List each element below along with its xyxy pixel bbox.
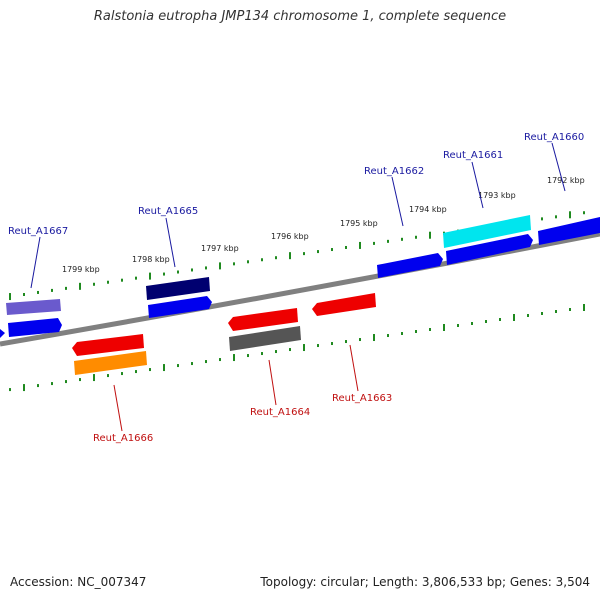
gene-label-reut-a1660[interactable]: Reut_A1660 (524, 132, 584, 143)
gene-label-reut-a1665[interactable]: Reut_A1665 (138, 206, 198, 217)
accession-text: Accession: NC_007347 (10, 575, 147, 589)
label-leader-lines (30, 142, 566, 432)
gene-label-reut-a1664[interactable]: Reut_A1664 (250, 407, 310, 418)
kbp-label-1796: 1796 kbp (271, 232, 309, 241)
gene-label-reut-a1662[interactable]: Reut_A1662 (364, 166, 424, 177)
kbp-label-1798: 1798 kbp (132, 255, 170, 264)
gene-label-reut-a1663[interactable]: Reut_A1663 (332, 393, 392, 404)
kbp-label-1797: 1797 kbp (201, 244, 239, 253)
gene-forward-row-inner[interactable] (0, 217, 600, 338)
kbp-label-1792: 1792 kbp (547, 176, 585, 185)
kbp-label-1794: 1794 kbp (409, 205, 447, 214)
gene-label-reut-a1666[interactable]: Reut_A1666 (93, 433, 153, 444)
chromosome-backbone (0, 231, 600, 347)
tick-row-lower (9, 303, 585, 392)
topology-text: Topology: circular; Length: 3,806,533 bp… (260, 575, 590, 589)
kbp-label-1793: 1793 kbp (478, 191, 516, 200)
gene-label-reut-a1661[interactable]: Reut_A1661 (443, 150, 503, 161)
gene-label-reut-a1667[interactable]: Reut_A1667 (8, 226, 68, 237)
map-title: Ralstonia eutropha JMP134 chromosome 1, … (93, 9, 507, 24)
gene-reverse-row-outer[interactable] (74, 326, 301, 375)
kbp-label-1799: 1799 kbp (62, 265, 100, 274)
gene-forward-row-outer[interactable] (6, 215, 531, 315)
kbp-label-1795: 1795 kbp (340, 219, 378, 228)
gene-reverse-row-inner[interactable] (72, 293, 376, 356)
